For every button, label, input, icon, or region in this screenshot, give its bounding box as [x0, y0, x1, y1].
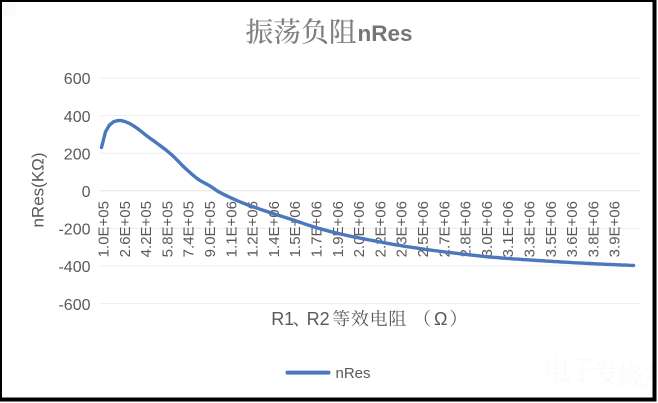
svg-text:nRes: nRes: [358, 21, 413, 46]
svg-text:200: 200: [64, 146, 91, 163]
svg-text:3.0E+06: 3.0E+06: [479, 201, 496, 257]
svg-text:1.4E+06: 1.4E+06: [266, 201, 283, 257]
svg-text:5.8E+05: 5.8E+05: [159, 201, 176, 257]
svg-text:2.5E+06: 2.5E+06: [415, 201, 432, 257]
svg-text:600: 600: [64, 71, 91, 88]
svg-text:400: 400: [64, 109, 91, 126]
svg-text:3.8E+06: 3.8E+06: [585, 201, 602, 257]
svg-text:4.2E+05: 4.2E+05: [138, 201, 155, 257]
svg-text:2.2E+06: 2.2E+06: [372, 201, 389, 257]
svg-text:2.8E+06: 2.8E+06: [458, 201, 475, 257]
svg-text:2.6E+05: 2.6E+05: [117, 201, 134, 257]
svg-text:-600: -600: [58, 297, 90, 314]
svg-text:nRes: nRes: [336, 365, 371, 382]
svg-text:1.0E+05: 1.0E+05: [96, 201, 113, 257]
svg-text:nRes(KΩ): nRes(KΩ): [29, 152, 48, 227]
svg-text:1.2E+06: 1.2E+06: [245, 201, 262, 257]
svg-text:2.7E+06: 2.7E+06: [436, 201, 453, 257]
svg-text:9.0E+05: 9.0E+05: [202, 201, 219, 257]
svg-text:R2: R2: [307, 309, 330, 329]
svg-text:-400: -400: [58, 259, 90, 276]
svg-text:2.3E+06: 2.3E+06: [394, 201, 411, 257]
svg-text:Ω: Ω: [434, 309, 447, 329]
svg-text:3.5E+06: 3.5E+06: [543, 201, 560, 257]
svg-text:-200: -200: [58, 222, 90, 239]
svg-text:1.1E+06: 1.1E+06: [223, 201, 240, 257]
svg-text:1.9E+06: 1.9E+06: [330, 201, 347, 257]
svg-text:R1: R1: [271, 309, 294, 329]
svg-text:3.6E+06: 3.6E+06: [564, 201, 581, 257]
svg-text:2.0E+06: 2.0E+06: [351, 201, 368, 257]
svg-text:0: 0: [82, 184, 91, 201]
svg-text:3.1E+06: 3.1E+06: [500, 201, 517, 257]
svg-text:1.5E+06: 1.5E+06: [287, 201, 304, 257]
svg-text:3.9E+06: 3.9E+06: [607, 201, 624, 257]
svg-text:3.3E+06: 3.3E+06: [522, 201, 539, 257]
svg-text:7.4E+05: 7.4E+05: [181, 201, 198, 257]
